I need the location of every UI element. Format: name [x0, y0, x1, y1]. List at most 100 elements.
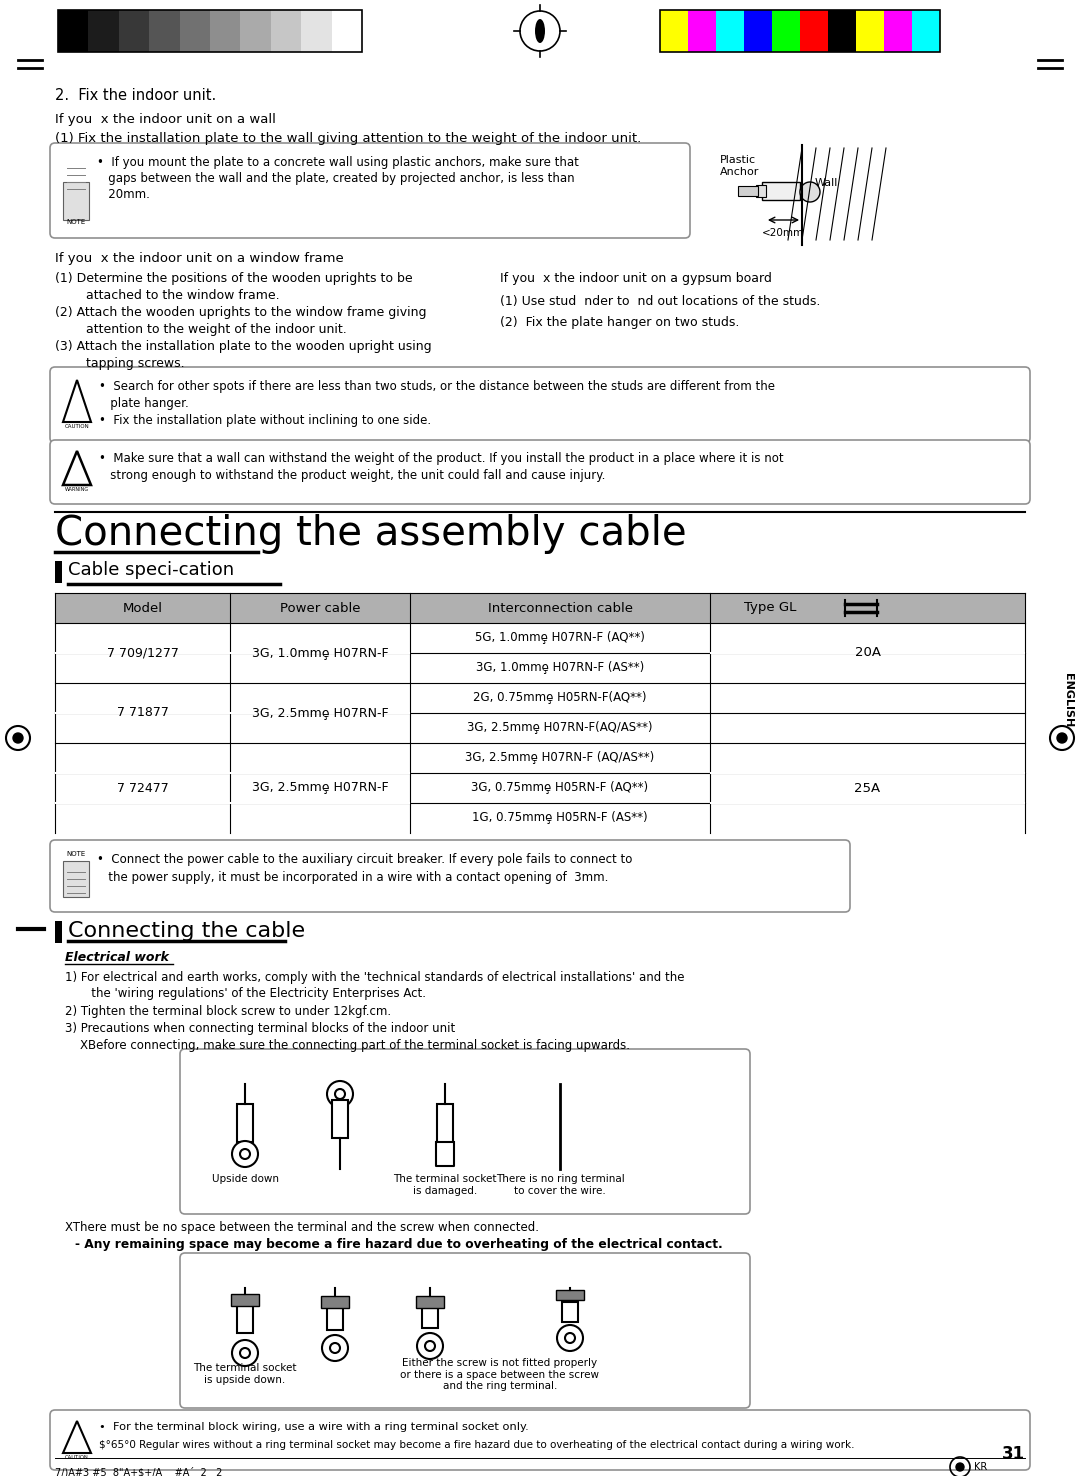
Text: strong enough to withstand the product weight, the unit could fall and cause inj: strong enough to withstand the product w…: [99, 469, 606, 483]
Bar: [119, 10, 149, 52]
Text: CAUTION: CAUTION: [65, 424, 90, 430]
FancyBboxPatch shape: [50, 1410, 1030, 1470]
Bar: [55, 561, 62, 583]
Bar: [55, 593, 1025, 623]
Text: •  If you mount the plate to a concrete wall using plastic anchors, make sure th: • If you mount the plate to a concrete w…: [97, 156, 579, 168]
Text: 3G, 1.0mmȩ H07RN-F (AS**): 3G, 1.0mmȩ H07RN-F (AS**): [476, 661, 644, 675]
Bar: [556, 1290, 584, 1300]
Bar: [58, 10, 362, 52]
Text: XThere must be no space between the terminal and the screw when connected.: XThere must be no space between the term…: [65, 1221, 539, 1234]
Bar: [55, 623, 1025, 652]
Text: Type GL: Type GL: [744, 602, 796, 614]
Bar: [828, 10, 856, 52]
Text: NOTE: NOTE: [66, 852, 85, 858]
Text: 3G, 1.0mmȩ H07RN-F: 3G, 1.0mmȩ H07RN-F: [252, 646, 389, 660]
Circle shape: [240, 1148, 249, 1159]
Text: 31: 31: [1002, 1445, 1025, 1463]
Text: There is no ring terminal
to cover the wire.: There is no ring terminal to cover the w…: [496, 1173, 624, 1196]
Text: gaps between the wall and the plate, created by projected anchor, is less than: gaps between the wall and the plate, cre…: [97, 173, 575, 184]
Text: 7/)A#3 #5  8"A+$+/A    #A´  2   2: 7/)A#3 #5 8"A+$+/A #A´ 2 2: [55, 1467, 222, 1476]
Circle shape: [557, 1325, 583, 1351]
Text: 7 709/1277: 7 709/1277: [107, 646, 178, 660]
Bar: [562, 1302, 578, 1322]
Text: plate hanger.: plate hanger.: [99, 397, 189, 410]
Text: 1) For electrical and earth works, comply with the 'technical standards of elect: 1) For electrical and earth works, compl…: [65, 971, 685, 984]
Circle shape: [417, 1333, 443, 1359]
Circle shape: [240, 1348, 249, 1358]
Text: the power supply, it must be incorporated in a wire with a contact opening of  3: the power supply, it must be incorporate…: [97, 871, 608, 884]
Text: 1G, 0.75mmȩ H05RN-F (AS**): 1G, 0.75mmȩ H05RN-F (AS**): [472, 812, 648, 825]
Text: •  Connect the power cable to the auxiliary circuit breaker. If every pole fails: • Connect the power cable to the auxilia…: [97, 853, 633, 866]
Text: Power cable: Power cable: [280, 602, 361, 614]
Bar: [800, 10, 828, 52]
Text: XBefore connecting, make sure the connecting part of the terminal socket is faci: XBefore connecting, make sure the connec…: [80, 1039, 630, 1052]
Bar: [271, 10, 301, 52]
Bar: [762, 182, 800, 201]
Circle shape: [426, 1342, 435, 1351]
Circle shape: [232, 1141, 258, 1168]
Bar: [149, 10, 179, 52]
Text: The terminal socket
is upside down.: The terminal socket is upside down.: [193, 1362, 297, 1384]
Text: 7 72477: 7 72477: [117, 781, 168, 794]
Text: (2)  Fix the plate hanger on two studs.: (2) Fix the plate hanger on two studs.: [500, 316, 740, 329]
Bar: [772, 10, 800, 52]
Text: 20mm.: 20mm.: [97, 187, 150, 201]
FancyBboxPatch shape: [180, 1253, 750, 1408]
Bar: [63, 861, 89, 897]
Text: Upside down: Upside down: [212, 1173, 279, 1184]
Text: (1) Use stud  nder to  nd out locations of the studs.: (1) Use stud nder to nd out locations of…: [500, 295, 821, 308]
Bar: [210, 10, 241, 52]
FancyBboxPatch shape: [50, 840, 850, 912]
Bar: [55, 742, 1025, 773]
Polygon shape: [63, 1421, 91, 1452]
Polygon shape: [63, 379, 91, 422]
FancyBboxPatch shape: [180, 1049, 750, 1213]
Text: Electrical work: Electrical work: [65, 951, 168, 964]
Bar: [321, 1296, 349, 1308]
Bar: [756, 184, 766, 196]
Text: •  For the terminal block wiring, use a wire with a ring terminal socket only.: • For the terminal block wiring, use a w…: [99, 1421, 529, 1432]
Text: The terminal socket
is damaged.: The terminal socket is damaged.: [393, 1173, 497, 1196]
Text: •  Fix the installation plate without inclining to one side.: • Fix the installation plate without inc…: [99, 413, 431, 427]
Bar: [738, 186, 758, 196]
Text: If you  x the indoor unit on a gypsum board: If you x the indoor unit on a gypsum boa…: [500, 272, 772, 285]
Text: Cable speci­cation: Cable speci­cation: [68, 561, 234, 579]
Text: (1) Determine the positions of the wooden uprights to be: (1) Determine the positions of the woode…: [55, 272, 413, 285]
Bar: [332, 1100, 348, 1138]
Text: •  Make sure that a wall can withstand the weight of the product. If you install: • Make sure that a wall can withstand th…: [99, 452, 784, 465]
Bar: [63, 182, 89, 220]
FancyBboxPatch shape: [50, 440, 1030, 503]
Bar: [55, 803, 1025, 832]
Text: Wall: Wall: [815, 179, 838, 187]
Circle shape: [232, 1340, 258, 1365]
Text: 3) Precautions when connecting terminal blocks of the indoor unit: 3) Precautions when connecting terminal …: [65, 1021, 456, 1035]
Text: 2G, 0.75mmȩ H05RN-F(AQ**): 2G, 0.75mmȩ H05RN-F(AQ**): [473, 691, 647, 704]
Text: Plastic
Anchor: Plastic Anchor: [720, 155, 759, 177]
Bar: [744, 10, 772, 52]
Bar: [912, 10, 940, 52]
Circle shape: [956, 1463, 964, 1472]
Text: attention to the weight of the indoor unit.: attention to the weight of the indoor un…: [70, 323, 347, 337]
Bar: [58, 10, 89, 52]
Text: Interconnection cable: Interconnection cable: [487, 602, 633, 614]
Bar: [856, 10, 885, 52]
Ellipse shape: [535, 19, 545, 43]
Bar: [55, 713, 1025, 742]
Circle shape: [13, 734, 23, 742]
Bar: [55, 652, 1025, 683]
Text: 7 71877: 7 71877: [117, 707, 168, 719]
Circle shape: [327, 1080, 353, 1107]
FancyBboxPatch shape: [50, 368, 1030, 443]
Bar: [660, 10, 688, 52]
Bar: [332, 10, 362, 52]
Bar: [688, 10, 716, 52]
Text: 3G, 2.5mmȩ H07RN-F (AQ/AS**): 3G, 2.5mmȩ H07RN-F (AQ/AS**): [465, 751, 654, 765]
Bar: [716, 10, 744, 52]
Text: Model: Model: [122, 602, 162, 614]
Polygon shape: [63, 452, 91, 486]
Text: 3G, 2.5mmȩ H07RN-F: 3G, 2.5mmȩ H07RN-F: [252, 781, 389, 794]
Bar: [179, 10, 210, 52]
Bar: [55, 921, 62, 943]
Text: •  Search for other spots if there are less than two studs, or the distance betw: • Search for other spots if there are le…: [99, 379, 775, 393]
Bar: [416, 1296, 444, 1308]
